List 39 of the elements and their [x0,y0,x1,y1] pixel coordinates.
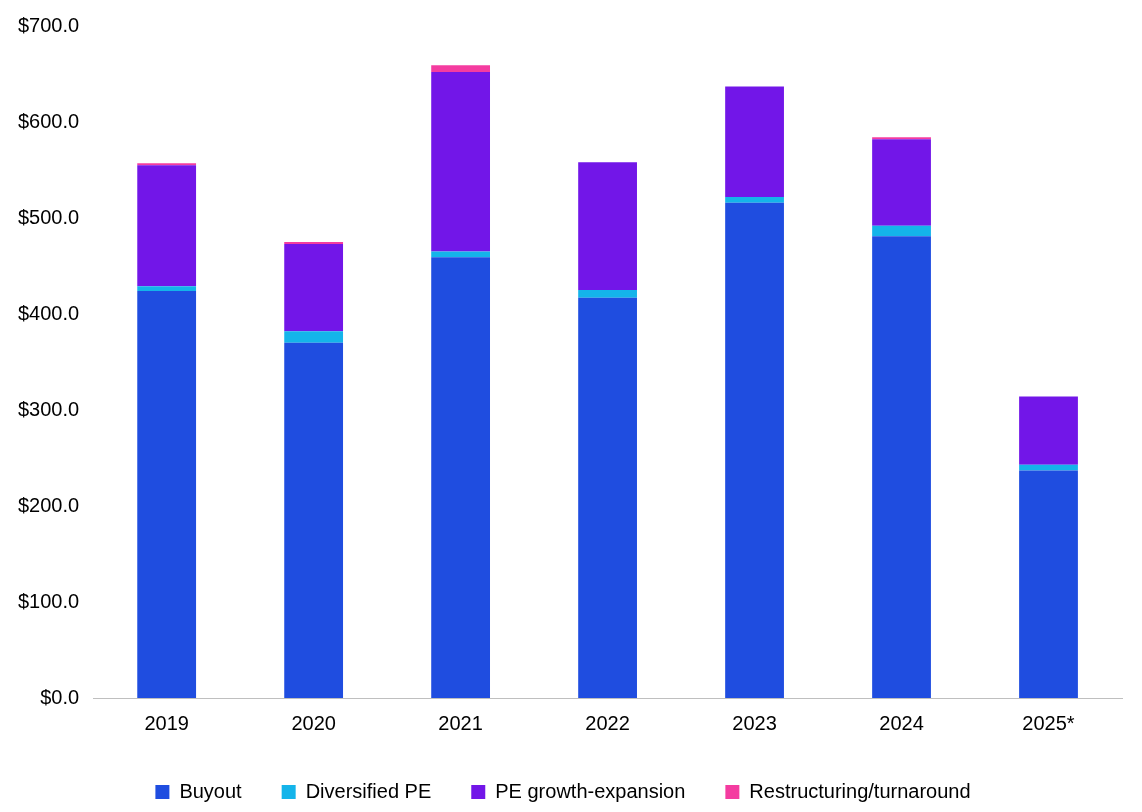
bar [431,257,491,698]
bar [284,243,344,332]
bar [872,236,931,698]
x-tick-label: 2022 [585,711,630,734]
bar [872,225,931,237]
bar [725,86,784,197]
legend-label: Buyout [179,779,243,802]
y-tick-label: $600.0 [18,109,80,132]
bar [725,202,784,698]
bar [578,290,637,298]
y-tick-label: $400.0 [18,301,80,324]
bar [1019,396,1078,465]
bar [578,297,637,698]
bar [431,65,491,73]
y-tick-label: $0.0 [40,685,80,708]
x-tick-label: 2019 [144,711,189,734]
x-tick-label: 2020 [291,711,336,734]
bar [578,162,637,290]
bar [1019,470,1078,698]
y-tick-label: $700.0 [18,13,80,36]
y-tick-label: $300.0 [18,397,80,420]
y-tick-label: $100.0 [18,589,80,612]
bar [725,196,784,203]
x-tick-label: 2025* [1022,711,1075,734]
x-tick-label: 2021 [438,711,483,734]
x-tick-label: 2023 [732,711,777,734]
y-tick-label: $200.0 [18,493,80,516]
legend-label: PE growth-expansion [495,779,686,802]
bar [284,331,344,343]
bar [137,290,197,698]
bar [431,72,491,252]
x-tick-label: 2024 [879,711,924,734]
legend-label: Diversified PE [305,779,432,802]
legend-label: Restructuring/turnaround [749,779,971,802]
bar [137,165,197,287]
bar [284,342,344,698]
bar [872,139,931,226]
y-tick-label: $500.0 [18,205,80,228]
bar [137,286,197,291]
